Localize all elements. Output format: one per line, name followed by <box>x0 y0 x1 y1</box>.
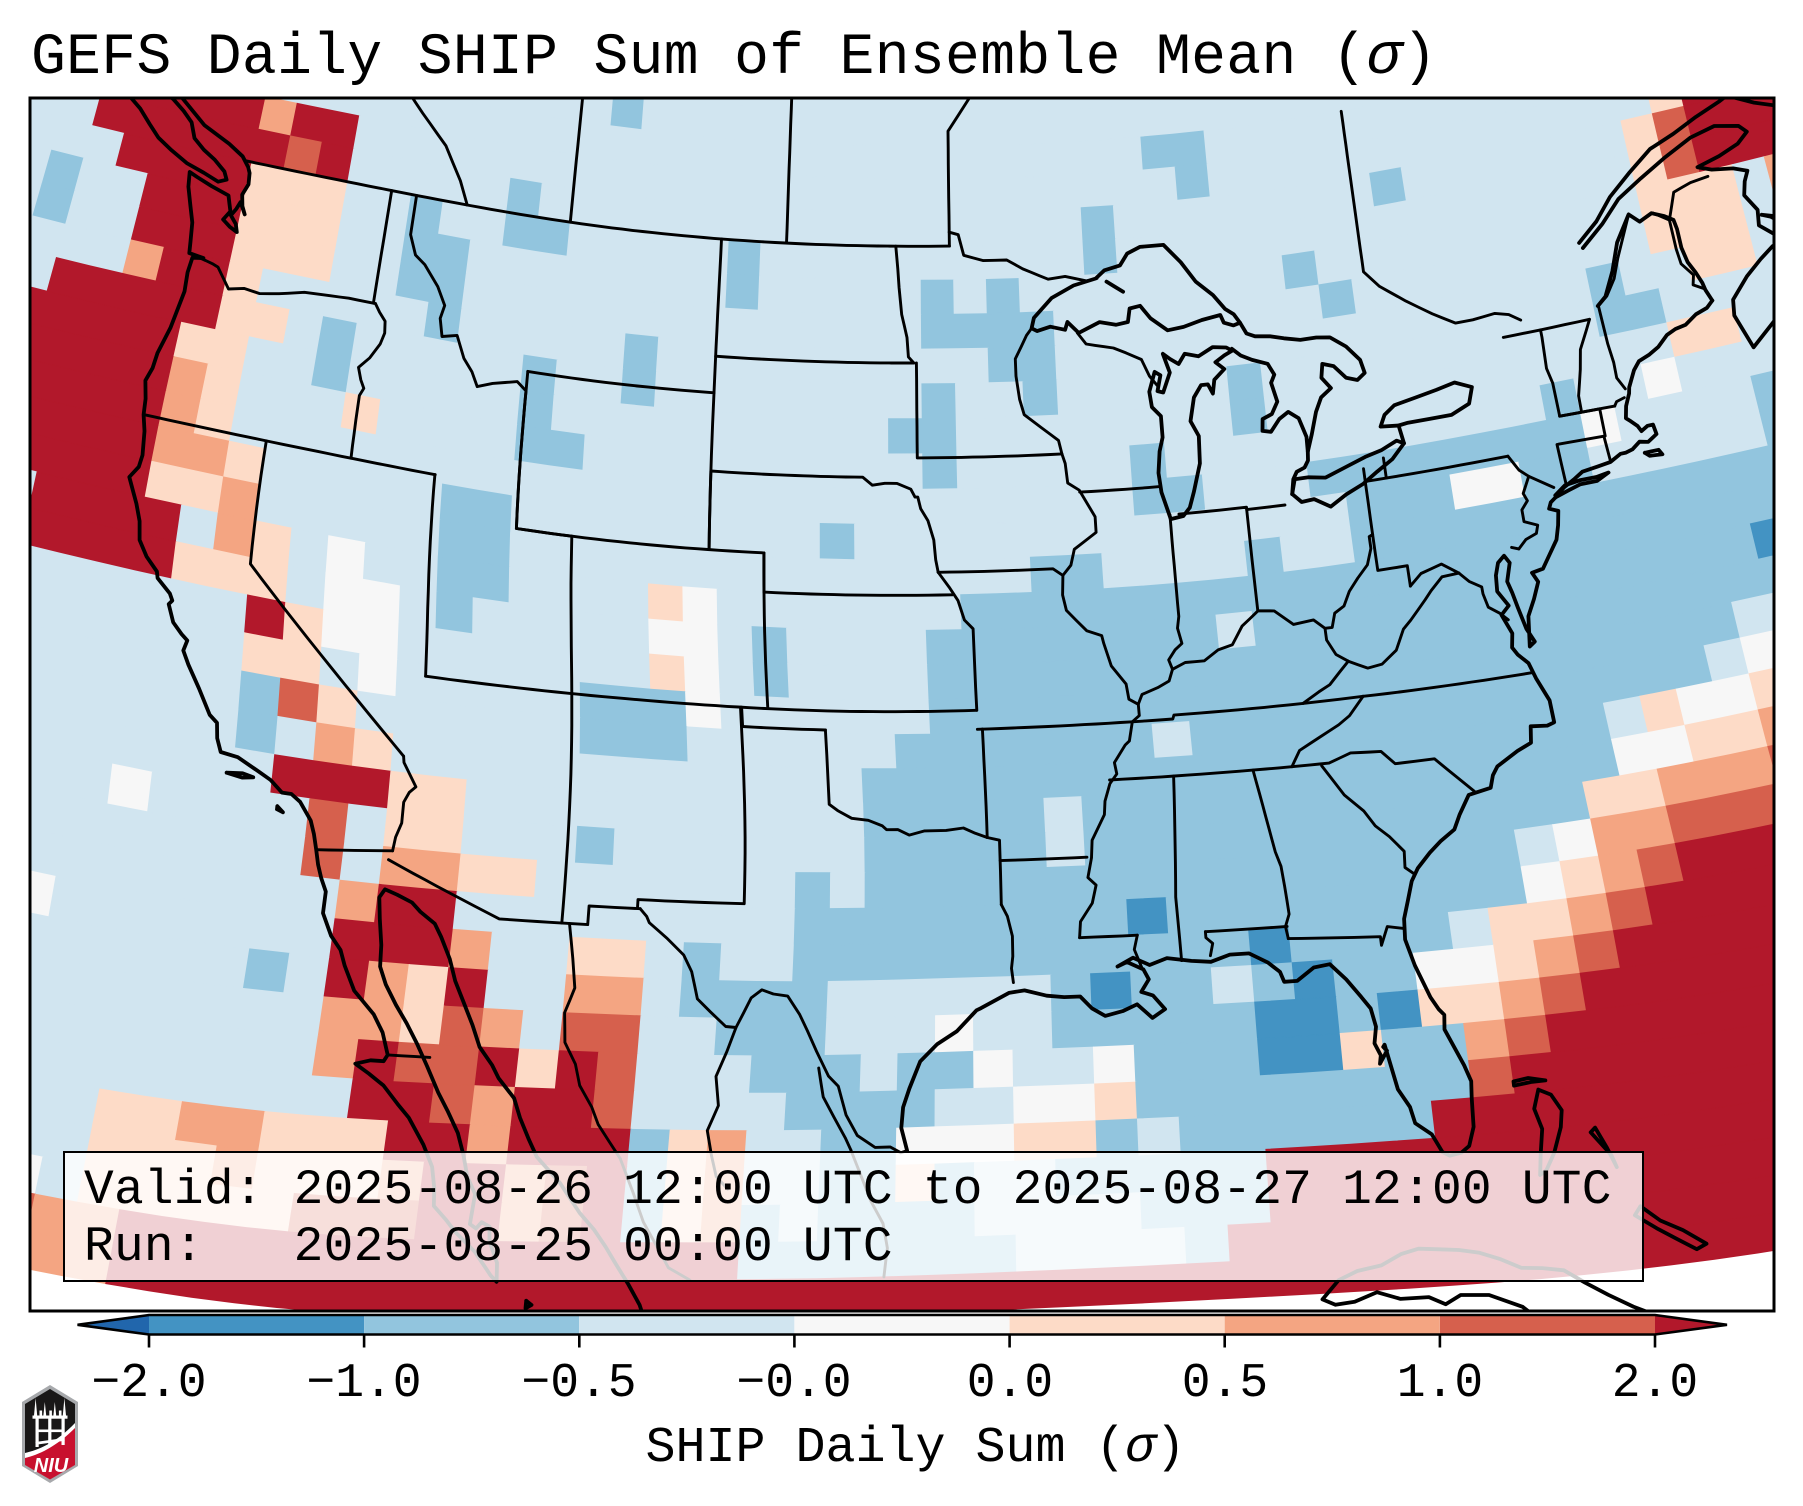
svg-text:NIU: NIU <box>34 1455 69 1477</box>
